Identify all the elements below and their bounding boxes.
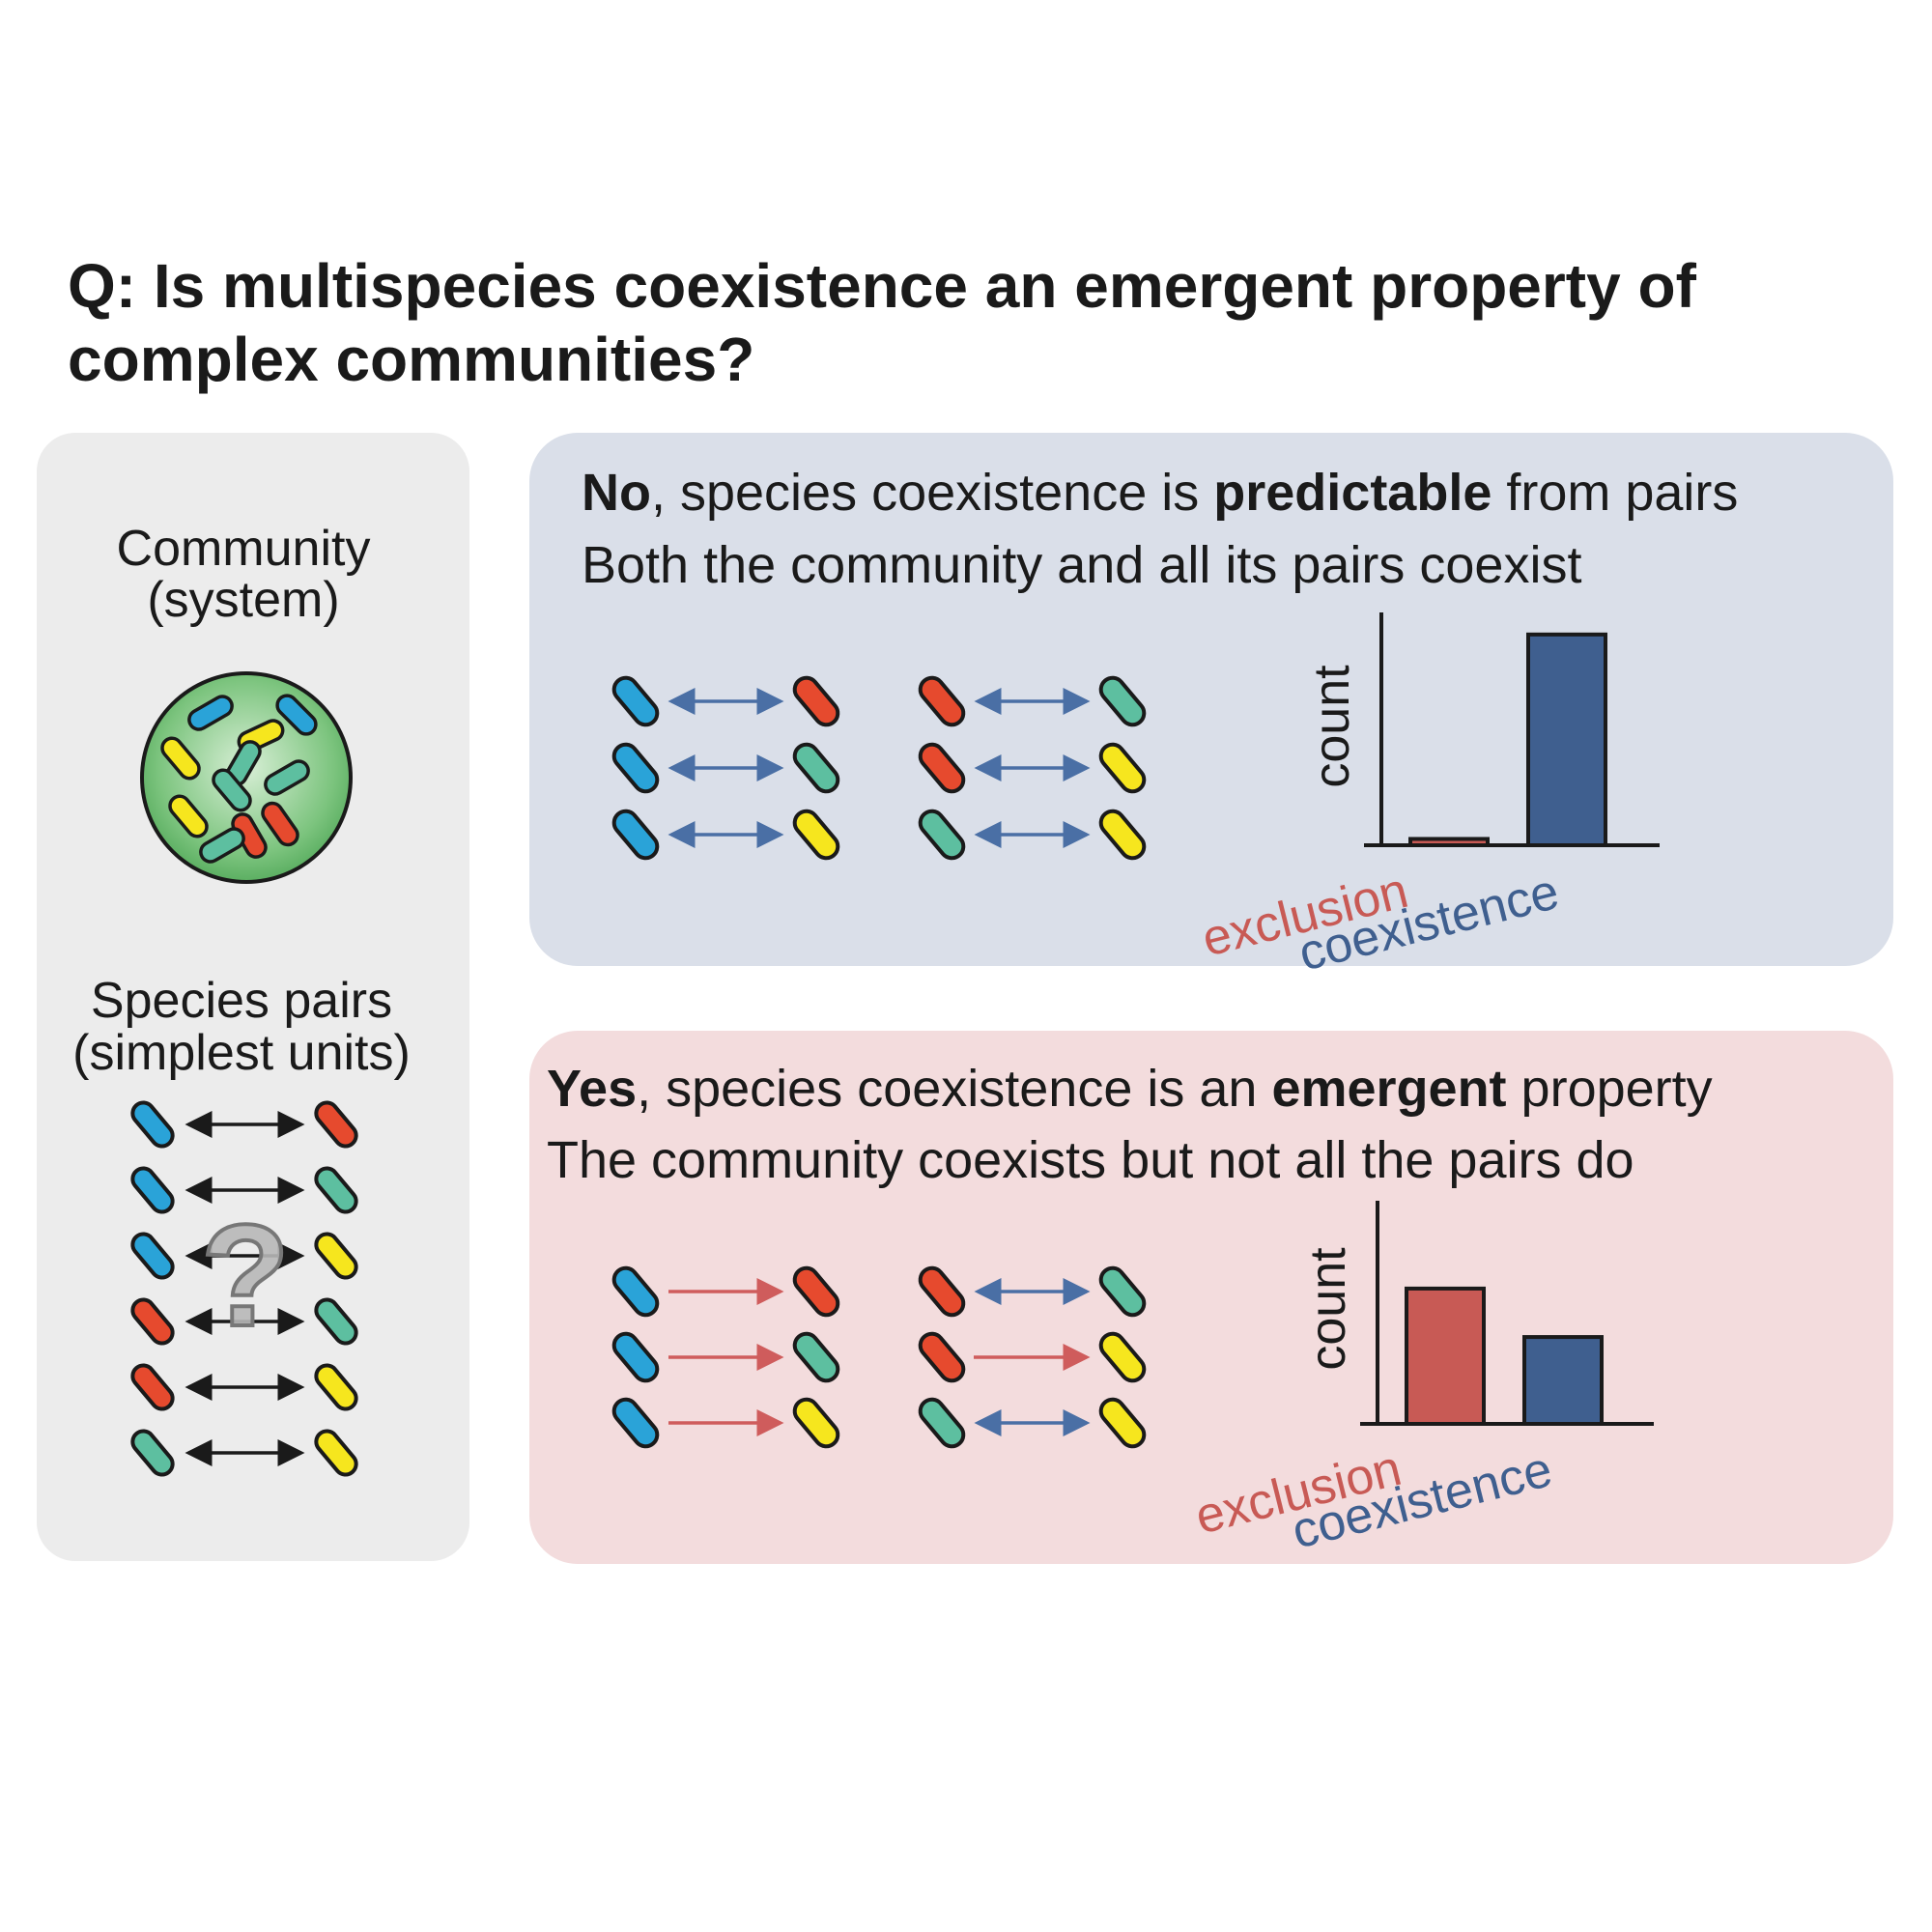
- pair-row: [130, 1297, 358, 1346]
- no-emph: predictable: [1213, 464, 1492, 522]
- pair-row: [130, 1166, 358, 1214]
- no-lead: No: [582, 464, 651, 522]
- community-label-1: Community: [117, 521, 371, 577]
- pair-row: [611, 1331, 840, 1383]
- pairs-label-2: (simplest units): [72, 1025, 411, 1081]
- bar-exclusion: [1408, 837, 1490, 847]
- pair-row: [918, 1331, 1147, 1383]
- pair-row: [130, 1232, 358, 1280]
- no-lead-text: , species coexistence is: [651, 464, 1213, 522]
- question-mark-icon: ?: [201, 1194, 290, 1356]
- pairs-label-1: Species pairs: [91, 973, 392, 1029]
- no-chart-bars: [1408, 632, 1607, 847]
- pair-row: [130, 1363, 358, 1411]
- yes-lead-text: , species coexistence is an: [637, 1060, 1271, 1118]
- title-line-1: Q: Is multispecies coexistence an emerge…: [68, 251, 1697, 321]
- yes-headline: Yes, species coexistence is an emergent …: [547, 1060, 1713, 1118]
- pair-row: [611, 1265, 840, 1318]
- bar-coexistence: [1522, 1335, 1604, 1427]
- pair-row: [611, 675, 840, 727]
- no-pair-grid: [611, 675, 1147, 861]
- community-label-2: (system): [147, 572, 339, 628]
- pair-row: [130, 1429, 358, 1477]
- yes-lead: Yes: [547, 1060, 637, 1118]
- no-headline: No, species coexistence is predictable f…: [582, 464, 1738, 522]
- pair-row: [611, 742, 840, 794]
- yes-tail: property: [1507, 1060, 1713, 1118]
- pair-row: [611, 809, 840, 861]
- no-chart-ylabel: count: [1304, 665, 1360, 788]
- pair-row: [918, 1397, 1147, 1449]
- pair-row: [611, 1397, 840, 1449]
- yes-subline: The community coexists but not all the p…: [547, 1131, 1634, 1189]
- yes-pair-grid: [611, 1265, 1147, 1449]
- community-dish: [140, 671, 353, 884]
- yes-chart-ylabel: count: [1300, 1247, 1356, 1371]
- pair-row: [918, 742, 1147, 794]
- pair-row: [918, 1265, 1147, 1318]
- bar-exclusion: [1405, 1286, 1486, 1426]
- left-pair-list: [130, 1100, 358, 1477]
- no-subline: Both the community and all its pairs coe…: [582, 536, 1581, 594]
- yes-panel: [529, 1031, 1893, 1564]
- yes-chart-bars: [1405, 1286, 1604, 1427]
- no-tail: from pairs: [1492, 464, 1738, 522]
- pair-row: [918, 675, 1147, 727]
- pair-row: [130, 1100, 358, 1149]
- bar-coexistence: [1526, 632, 1607, 847]
- yes-emph: emergent: [1271, 1060, 1506, 1118]
- left-panel: [37, 433, 469, 1561]
- dish-cells: [160, 694, 318, 864]
- pair-row: [918, 809, 1147, 861]
- title-line-2: complex communities?: [68, 325, 754, 394]
